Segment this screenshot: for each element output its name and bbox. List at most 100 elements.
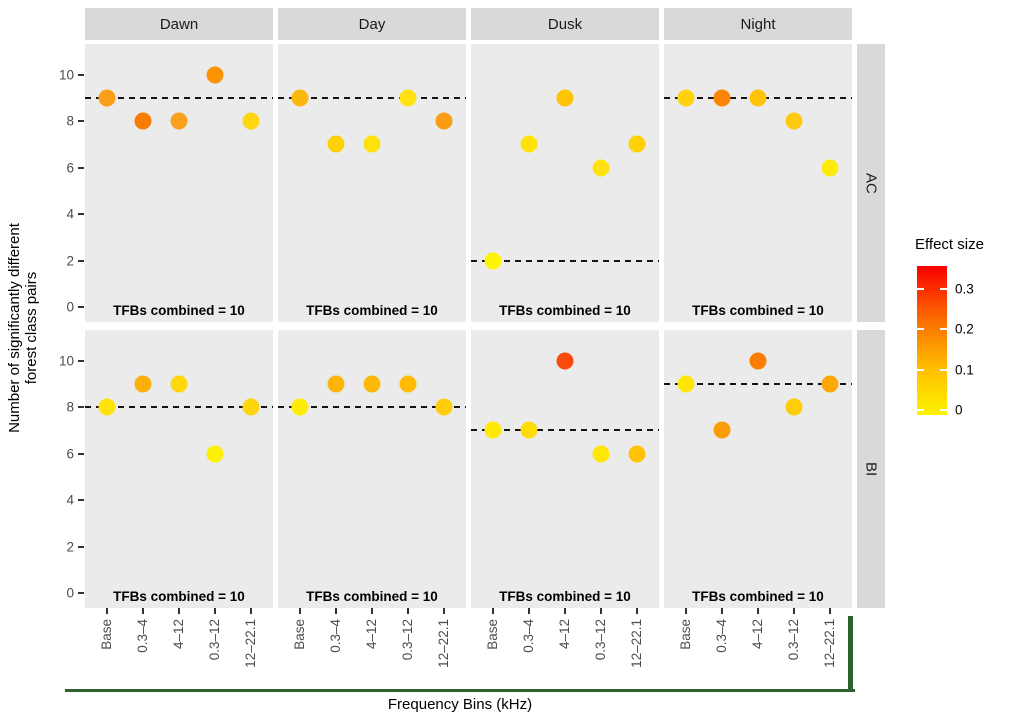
y-tick-label: 8 xyxy=(66,113,74,129)
x-tick-label: Base xyxy=(677,619,693,650)
y-tick-label: 4 xyxy=(66,206,74,222)
x-tick-mark xyxy=(141,608,144,614)
facet-strip-label: AC xyxy=(862,172,880,194)
data-point xyxy=(484,421,502,439)
facet-strip-ac: AC xyxy=(857,44,885,322)
x-tick-label: 0.3–12 xyxy=(593,619,609,661)
data-point xyxy=(520,421,538,439)
panel-annotation: TFBs combined = 10 xyxy=(113,588,245,604)
facet-strip-night: Night xyxy=(664,8,852,40)
x-tick-mark xyxy=(371,608,373,614)
x-tick-mark xyxy=(250,608,253,614)
y-tick-mark xyxy=(78,166,84,169)
y-tick-label: 0 xyxy=(66,299,74,315)
panel-annotation: TFBs combined = 10 xyxy=(113,302,245,318)
y-tick-label: 10 xyxy=(58,353,74,369)
data-point xyxy=(170,375,188,393)
y-tick-label: 6 xyxy=(66,445,74,461)
colorbar-tick xyxy=(917,368,924,371)
data-point xyxy=(592,159,610,177)
x-tick-label: 0.3–4 xyxy=(713,619,729,653)
x-tick-mark xyxy=(636,608,639,614)
reference-dashed-line xyxy=(278,97,466,100)
x-tick-mark xyxy=(757,608,759,614)
panel-dusk-ac: TFBs combined = 10 xyxy=(471,44,659,322)
x-tick-mark xyxy=(720,608,723,614)
data-point xyxy=(206,66,224,84)
x-tick-label: 4–12 xyxy=(557,619,572,650)
panel-night-bi: TFBs combined = 10 xyxy=(664,330,852,608)
reference-dashed-line xyxy=(664,383,852,386)
colorbar-tick xyxy=(940,288,947,290)
reference-dashed-line xyxy=(471,429,659,432)
y-tick-label: 2 xyxy=(66,252,74,268)
data-point xyxy=(749,352,767,370)
x-tick-mark xyxy=(527,608,530,614)
facet-strip-day: Day xyxy=(278,8,466,40)
x-tick-mark xyxy=(298,608,301,614)
x-tick-mark xyxy=(600,608,603,614)
y-tick-mark xyxy=(78,406,84,409)
x-tick-mark xyxy=(407,608,410,614)
x-tick-mark xyxy=(684,608,687,614)
facet-strip-dawn: Dawn xyxy=(85,8,273,40)
y-tick-mark xyxy=(78,73,84,76)
x-tick-label: 4–12 xyxy=(750,619,765,650)
y-tick-mark xyxy=(78,499,84,502)
data-point xyxy=(677,89,695,107)
x-tick-mark xyxy=(491,608,494,614)
panel-annotation: TFBs combined = 10 xyxy=(499,588,631,604)
data-point xyxy=(484,252,502,270)
data-point xyxy=(677,375,695,393)
data-point xyxy=(291,89,309,107)
data-point xyxy=(520,135,538,153)
panel-dawn-ac: TFBs combined = 10 xyxy=(85,44,273,322)
facet-strip-dusk: Dusk xyxy=(471,8,659,40)
x-axis-title: Frequency Bins (kHz) xyxy=(387,696,533,713)
panel-annotation: TFBs combined = 10 xyxy=(692,302,824,318)
data-point xyxy=(327,375,345,393)
x-tick-label: 0.3–12 xyxy=(786,619,802,661)
panel-annotation: TFBs combined = 10 xyxy=(499,302,631,318)
x-tick-mark xyxy=(334,608,337,614)
data-point xyxy=(242,112,260,130)
panel-night-ac: TFBs combined = 10 xyxy=(664,44,852,322)
data-point xyxy=(206,445,224,463)
y-tick-mark xyxy=(78,452,84,455)
data-point xyxy=(242,398,260,416)
data-point xyxy=(785,112,803,130)
data-point xyxy=(170,112,188,130)
y-axis-title-line2: forest class pairs xyxy=(23,271,40,385)
x-tick-label: Base xyxy=(291,619,307,650)
x-tick-label: 4–12 xyxy=(364,619,379,650)
x-tick-label: 12–22.1 xyxy=(243,619,259,668)
x-tick-mark xyxy=(829,608,832,614)
panel-annotation: TFBs combined = 10 xyxy=(306,302,438,318)
y-tick-label: 2 xyxy=(66,538,74,554)
reference-dashed-line xyxy=(278,406,466,409)
x-tick-mark xyxy=(443,608,446,614)
data-point xyxy=(399,375,417,393)
data-point xyxy=(435,398,453,416)
x-tick-mark xyxy=(178,608,180,614)
x-tick-label: Base xyxy=(484,619,500,650)
legend-colorbar xyxy=(917,266,947,415)
panel-annotation: TFBs combined = 10 xyxy=(306,588,438,604)
data-point xyxy=(98,89,116,107)
data-point xyxy=(327,135,345,153)
legend: Effect size 0.3 0.2 0.1 0 xyxy=(910,236,1022,436)
data-point xyxy=(556,352,574,370)
data-point xyxy=(134,112,152,130)
reference-dashed-line xyxy=(85,97,273,100)
x-tick-label: 4–12 xyxy=(171,619,186,650)
data-point xyxy=(435,112,453,130)
y-tick-label: 0 xyxy=(66,585,74,601)
colorbar-tick xyxy=(917,328,924,331)
x-tick-label: Base xyxy=(98,619,114,650)
data-point xyxy=(628,445,646,463)
y-tick-mark xyxy=(78,259,84,262)
panel-day-ac: TFBs combined = 10 xyxy=(278,44,466,322)
x-tick-label: 0.3–12 xyxy=(400,619,416,661)
reference-dashed-line xyxy=(471,259,659,262)
